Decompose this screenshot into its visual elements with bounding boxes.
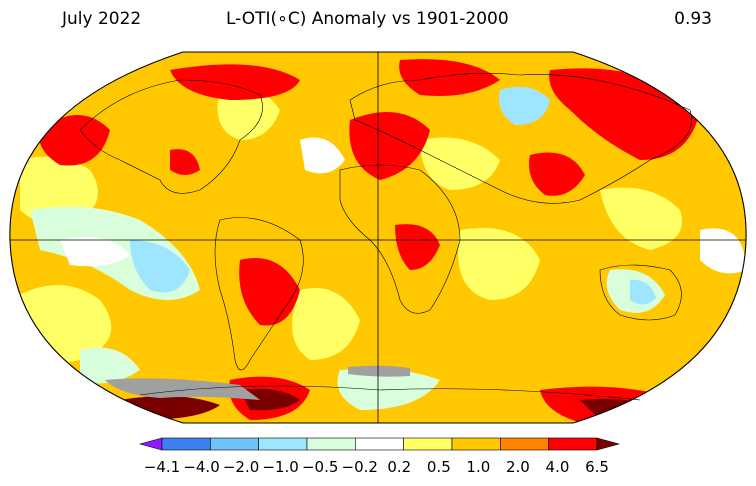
colorbar-tick-label: 2.0 [505,458,530,476]
colorbar-tick-label: −0.2 [341,458,378,476]
colorbar-tick-label: −1.0 [262,458,299,476]
colorbar-tick-label: 1.0 [466,458,491,476]
colorbar-tick-label: 6.5 [585,458,609,476]
map-border [9,51,747,424]
colorbar-tick-label: 0.5 [426,458,451,476]
colorbar-tick-label: −4.0 [183,458,220,476]
colorbar-tick-label: −0.5 [301,458,339,476]
colorbar-tick-label: 4.0 [545,458,570,476]
no-data-region [348,365,410,377]
map-date-label: July 2022 [62,9,142,29]
map-title: L-OTI(∘C) Anomaly vs 1901-2000 [226,9,509,29]
colorbar-tick-label: −2.0 [222,458,260,476]
colorbar-tick-label: −4.1 [143,458,181,476]
global-mean-anomaly: 0.93 [674,9,712,29]
colorbar-tick-label: 0.2 [387,458,412,476]
